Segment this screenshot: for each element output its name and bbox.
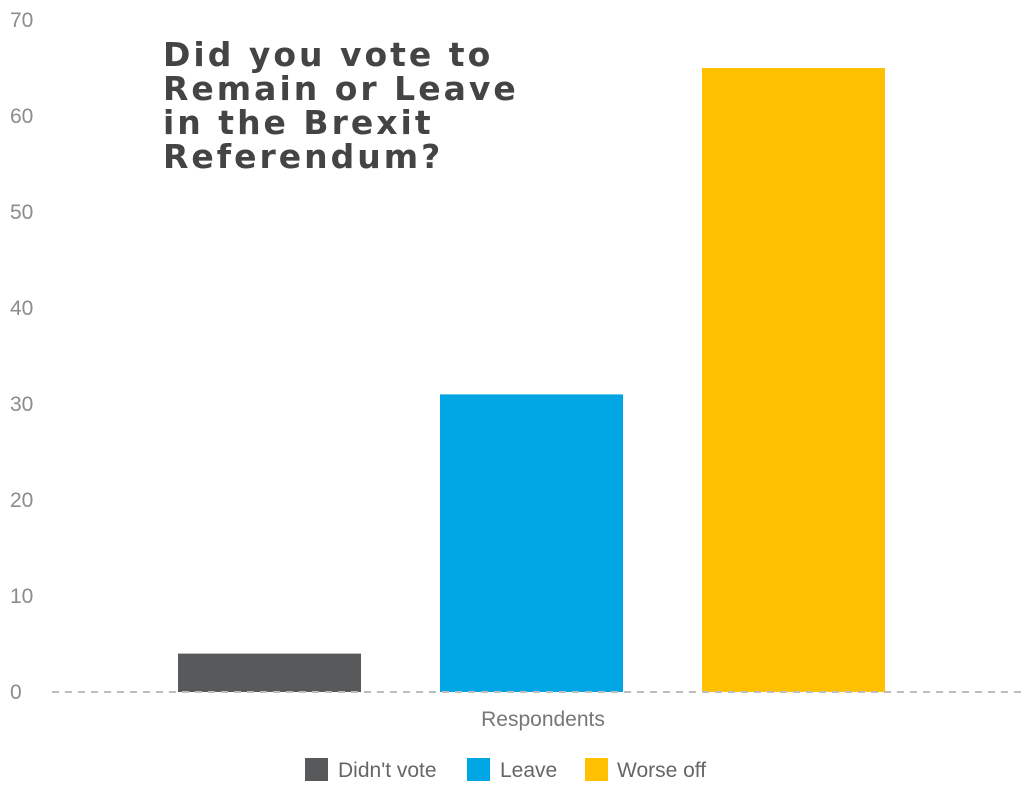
chart-title: Did you vote to Remain or Leave in the B… — [163, 38, 523, 174]
y-axis: 0 10 20 30 40 50 60 70 — [10, 9, 33, 704]
y-tick-label: 40 — [10, 297, 33, 320]
legend-swatch — [467, 758, 490, 781]
legend-swatch — [305, 758, 328, 781]
y-tick-label: 70 — [10, 9, 33, 32]
x-category-label: Respondents — [481, 708, 605, 731]
chart-title-line-4: Referendum? — [163, 137, 444, 176]
y-tick-label: 60 — [10, 105, 33, 128]
chart-title-line-1: Did you vote to — [163, 35, 494, 74]
legend: Didn't vote Leave Worse off — [305, 758, 706, 782]
legend-label: Didn't vote — [338, 759, 437, 782]
chart-title-line-2: Remain or Leave — [163, 69, 519, 108]
legend-swatch — [585, 758, 608, 781]
bar-worse-off — [702, 68, 885, 692]
y-tick-label: 0 — [10, 681, 22, 704]
bar-didn-t-vote — [178, 653, 361, 692]
y-tick-label: 10 — [10, 585, 33, 608]
y-tick-label: 30 — [10, 393, 33, 416]
legend-label: Worse off — [617, 759, 706, 782]
bar-leave — [440, 394, 623, 692]
chart-title-line-3: in the Brexit — [163, 103, 434, 142]
bars — [178, 68, 885, 692]
y-tick-label: 20 — [10, 489, 33, 512]
legend-label: Leave — [500, 759, 557, 782]
y-tick-label: 50 — [10, 201, 33, 224]
